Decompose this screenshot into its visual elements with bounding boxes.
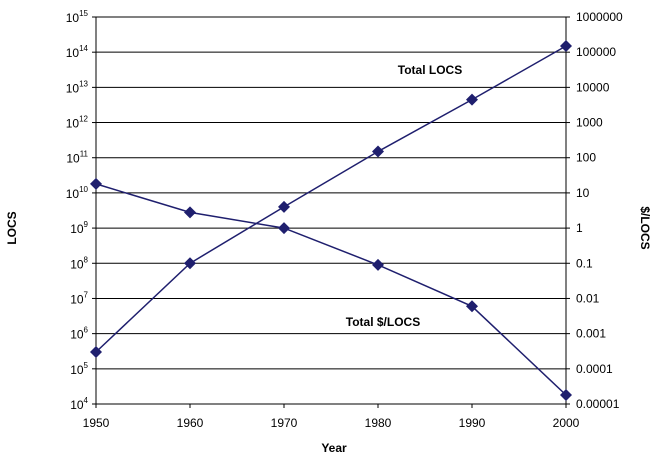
data-point-total-dollar-per-locs [372,258,384,271]
x-tick-label: 1970 [271,416,298,430]
left-tick-label: 107 [70,290,88,306]
right-tick-label: 0.0001 [576,362,613,376]
right-tick-label: 1 [576,221,583,235]
left-tick-label: 1015 [66,9,89,25]
gridlines [96,51,566,370]
left-tick-label: 1011 [66,150,88,166]
series-markers [90,39,572,402]
left-tick-label: 109 [70,220,88,236]
data-point-total-locs [372,145,384,158]
right-tick-label: 10 [576,186,590,200]
right-tick-label: 100 [576,151,596,165]
right-tick-label: 0.001 [576,327,606,341]
data-point-total-locs [90,346,102,359]
x-tick-label: 1990 [459,416,486,430]
left-tick-label: 104 [70,396,88,412]
left-axis-title: LOCS [5,211,19,244]
left-tick-label: 106 [70,326,88,342]
axes [95,16,567,405]
left-axis-ticks: 104 105 106 107 108 109 1010 1011 1012 1013 1014 10… [66,9,96,412]
left-tick-label: 1010 [66,185,89,201]
right-axis-title: $/LOCS [638,206,652,249]
data-point-total-locs [278,200,290,213]
data-point-total-locs [466,93,478,106]
right-tick-label: 1000 [576,116,603,130]
data-point-total-locs [560,39,572,52]
right-tick-label: 0.1 [576,256,593,270]
right-tick-label: 100000 [576,45,616,59]
series-label-total-dollar-per-locs: Total $/LOCS [346,315,420,329]
right-tick-label: 0.01 [576,291,600,305]
right-tick-label: 1000000 [576,10,623,24]
data-point-total-locs [184,257,196,270]
x-axis-ticks: 1950 1960 1970 1980 1990 2000 [83,404,580,430]
left-tick-label: 1014 [66,44,89,60]
left-tick-label: 108 [70,255,88,271]
left-tick-label: 1013 [66,79,89,95]
right-tick-label: 0.00001 [576,397,620,411]
x-axis-title: Year [321,441,347,455]
x-tick-label: 1950 [83,416,110,430]
series-lines [95,45,567,396]
data-point-total-dollar-per-locs [560,389,572,402]
data-point-total-dollar-per-locs [466,300,478,313]
series-label-total-locs: Total LOCS [398,63,462,77]
right-tick-label: 10000 [576,80,610,94]
left-tick-label: 1012 [66,115,89,131]
data-point-total-dollar-per-locs [90,177,102,190]
series-line-total-dollar-per-locs [95,183,567,396]
x-tick-label: 1980 [365,416,392,430]
data-point-total-dollar-per-locs [184,206,196,219]
left-tick-label: 105 [70,361,88,377]
data-point-total-dollar-per-locs [278,222,290,235]
series-line-total-locs [95,45,567,353]
x-tick-label: 2000 [553,416,580,430]
x-tick-label: 1960 [177,416,204,430]
right-axis-ticks: 0.00001 0.0001 0.001 0.01 0.1 1 10 100 1000 10000… [566,10,623,411]
